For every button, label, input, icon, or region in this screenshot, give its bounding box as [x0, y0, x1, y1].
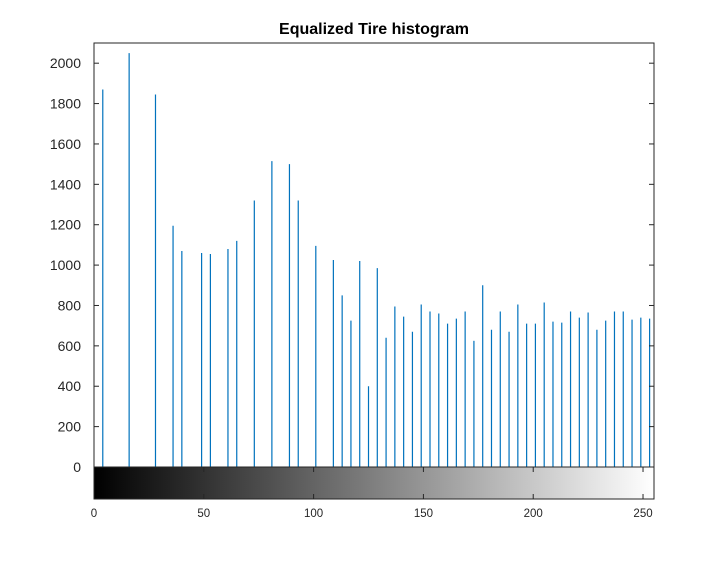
x-tick-label: 100: [304, 508, 323, 520]
y-tick-label: 400: [58, 378, 82, 394]
y-tick-label: 200: [58, 419, 82, 435]
y-tick-label: 1800: [50, 96, 81, 112]
y-tick-label: 1400: [50, 176, 81, 192]
bars-layer: [102, 53, 651, 467]
colorbar-border: [93, 466, 655, 500]
y-tick-label: 1200: [50, 217, 81, 233]
x-tick-label: 250: [633, 508, 652, 520]
x-tick-label: 150: [414, 508, 433, 520]
y-tick-label: 1000: [50, 257, 81, 273]
y-tick-label: 600: [58, 338, 82, 354]
chart-title: Equalized Tire histogram: [279, 21, 469, 38]
x-tick-label: 50: [197, 508, 210, 520]
x-tick-label: 0: [91, 508, 97, 520]
y-tick-label: 2000: [50, 55, 81, 71]
y-tick-label: 800: [58, 297, 82, 313]
x-tick-label: 200: [524, 508, 543, 520]
x-axis-ticks: 0 50 100 150 200 250: [91, 467, 653, 520]
y-tick-label: 1600: [50, 136, 81, 152]
y-axis-ticks: 0 200 400 600 800 1000 1200 1400 1600 1800 2000: [50, 55, 654, 475]
grayscale-colorbar: [94, 467, 654, 499]
y-tick-label: 0: [73, 459, 81, 475]
